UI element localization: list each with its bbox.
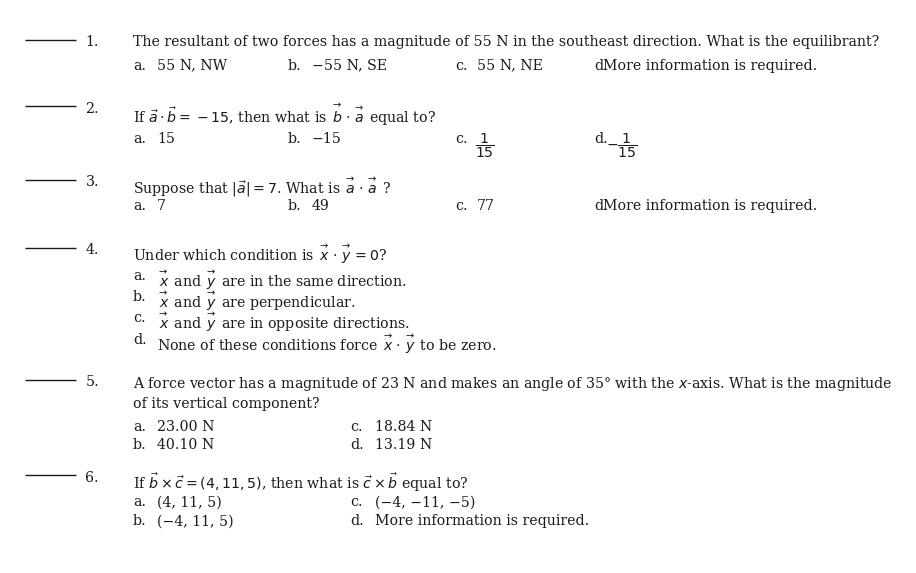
Text: a.: a. xyxy=(133,132,146,146)
Text: a.: a. xyxy=(133,269,146,282)
Text: If $\vec{a}\cdot\vec{b} = -15$, then what is $\overset{\rightarrow}{b}\cdot\over: If $\vec{a}\cdot\vec{b} = -15$, then wha… xyxy=(133,102,436,128)
Text: of its vertical component?: of its vertical component? xyxy=(133,397,320,410)
Text: b.: b. xyxy=(288,58,301,73)
Text: b.: b. xyxy=(133,515,147,528)
Text: $-\dfrac{1}{15}$: $-\dfrac{1}{15}$ xyxy=(606,132,638,160)
Text: $\overset{\rightarrow}{x}$ and $\overset{\rightarrow}{y}$ are perpendicular.: $\overset{\rightarrow}{x}$ and $\overset… xyxy=(158,290,355,313)
Text: d.: d. xyxy=(133,333,147,347)
Text: 4.: 4. xyxy=(85,243,99,257)
Text: (−4, −11, −5): (−4, −11, −5) xyxy=(375,496,474,509)
Text: d.: d. xyxy=(594,199,608,213)
Text: 55 N, NW: 55 N, NW xyxy=(158,58,227,73)
Text: 1.: 1. xyxy=(85,36,99,49)
Text: a.: a. xyxy=(133,496,146,509)
Text: c.: c. xyxy=(350,496,363,509)
Text: a.: a. xyxy=(133,420,146,434)
Text: More information is required.: More information is required. xyxy=(375,515,589,528)
Text: d.: d. xyxy=(594,58,608,73)
Text: b.: b. xyxy=(133,438,147,452)
Text: 77: 77 xyxy=(477,199,495,213)
Text: c.: c. xyxy=(455,132,468,146)
Text: If $\vec{b}\times\vec{c} = (4, 11, 5)$, then what is $\vec{c}\times\vec{b}$ equa: If $\vec{b}\times\vec{c} = (4, 11, 5)$, … xyxy=(133,471,468,494)
Text: d.: d. xyxy=(350,438,364,452)
Text: 18.84 N: 18.84 N xyxy=(375,420,431,434)
Text: 5.: 5. xyxy=(85,375,99,390)
Text: 40.10 N: 40.10 N xyxy=(158,438,214,452)
Text: 15: 15 xyxy=(158,132,175,146)
Text: −55 N, SE: −55 N, SE xyxy=(311,58,387,73)
Text: a.: a. xyxy=(133,58,146,73)
Text: b.: b. xyxy=(288,132,301,146)
Text: 23.00 N: 23.00 N xyxy=(158,420,214,434)
Text: b.: b. xyxy=(133,290,147,304)
Text: c.: c. xyxy=(350,420,363,434)
Text: The resultant of two forces has a magnitude of 55 N in the southeast direction. : The resultant of two forces has a magnit… xyxy=(133,36,879,49)
Text: 55 N, NE: 55 N, NE xyxy=(477,58,543,73)
Text: a.: a. xyxy=(133,199,146,213)
Text: Under which condition is $\overset{\rightarrow}{x}\cdot\overset{\rightarrow}{y} : Under which condition is $\overset{\righ… xyxy=(133,243,387,266)
Text: c.: c. xyxy=(455,58,468,73)
Text: 7: 7 xyxy=(158,199,167,213)
Text: 6.: 6. xyxy=(85,471,99,485)
Text: More information is required.: More information is required. xyxy=(604,58,818,73)
Text: b.: b. xyxy=(288,199,301,213)
Text: d.: d. xyxy=(594,132,608,146)
Text: Suppose that $|\vec{a}| = 7$. What is $\overset{\rightarrow}{a}\cdot\overset{\ri: Suppose that $|\vec{a}| = 7$. What is $\… xyxy=(133,175,391,199)
Text: $\overset{\rightarrow}{x}$ and $\overset{\rightarrow}{y}$ are in the same direct: $\overset{\rightarrow}{x}$ and $\overset… xyxy=(158,269,407,292)
Text: c.: c. xyxy=(133,311,146,325)
Text: c.: c. xyxy=(455,199,468,213)
Text: (−4, 11, 5): (−4, 11, 5) xyxy=(158,515,234,528)
Text: 13.19 N: 13.19 N xyxy=(375,438,431,452)
Text: 3.: 3. xyxy=(85,175,99,189)
Text: d.: d. xyxy=(350,515,364,528)
Text: −15: −15 xyxy=(311,132,342,146)
Text: $\dfrac{1}{15}$: $\dfrac{1}{15}$ xyxy=(475,132,495,160)
Text: A force vector has a magnitude of 23 N and makes an angle of 35° with the $x$-ax: A force vector has a magnitude of 23 N a… xyxy=(133,375,892,394)
Text: 49: 49 xyxy=(311,199,330,213)
Text: $\overset{\rightarrow}{x}$ and $\overset{\rightarrow}{y}$ are in opposite direct: $\overset{\rightarrow}{x}$ and $\overset… xyxy=(158,311,410,334)
Text: 2.: 2. xyxy=(85,102,99,116)
Text: More information is required.: More information is required. xyxy=(604,199,818,213)
Text: None of these conditions force $\overset{\rightarrow}{x}\cdot\overset{\rightarro: None of these conditions force $\overset… xyxy=(158,333,497,356)
Text: (4, 11, 5): (4, 11, 5) xyxy=(158,496,222,509)
